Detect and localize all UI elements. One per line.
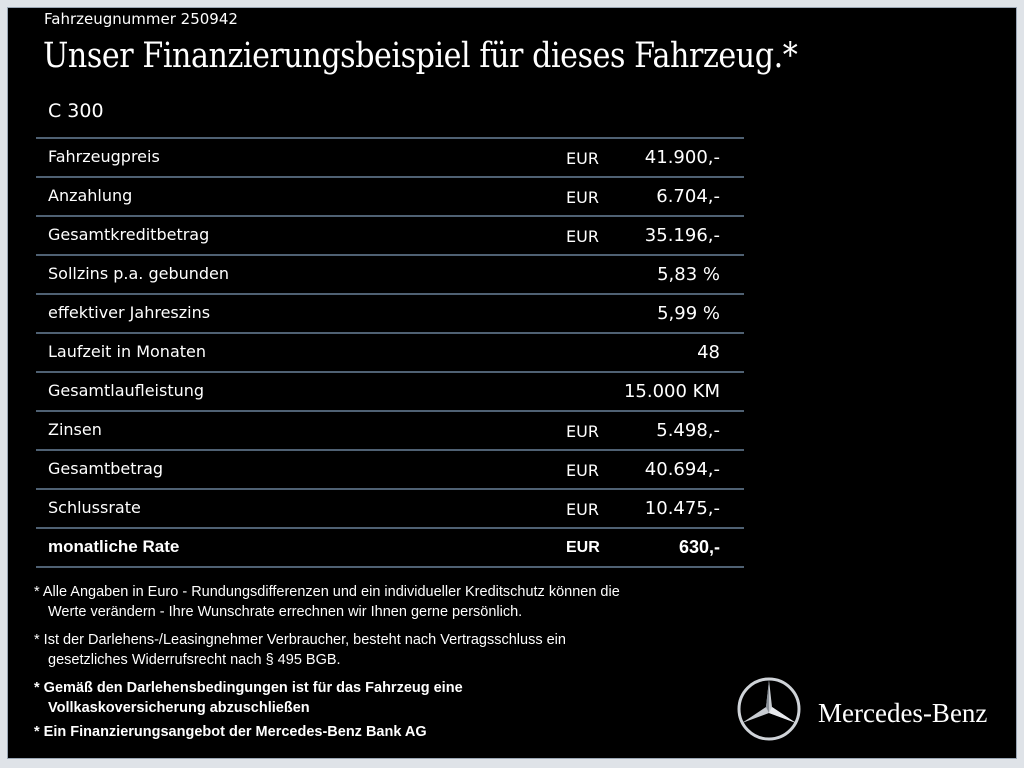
table-row: Sollzins p.a. gebunden 5,83 % — [36, 254, 744, 293]
table-row: Anzahlung EUR 6.704,- — [36, 176, 744, 215]
table-row: Gesamtlaufleistung 15.000 KM — [36, 371, 744, 410]
table-row: Schlussrate EUR 10.475,- — [36, 488, 744, 527]
footnote: * Alle Angaben in Euro - Rundungsdiffere… — [34, 584, 620, 620]
row-label: Gesamtlaufleistung — [48, 381, 205, 400]
footnote: * Ein Finanzierungsangebot der Mercedes-… — [34, 724, 427, 740]
table-row: Zinsen EUR 5.498,- — [36, 410, 744, 449]
row-currency: EUR — [566, 539, 600, 556]
row-value: 630,- — [678, 537, 720, 557]
row-currency: EUR — [566, 227, 599, 246]
row-currency: EUR — [566, 149, 599, 168]
row-value: 40.694,- — [644, 459, 720, 480]
row-label: Laufzeit in Monaten — [48, 342, 207, 361]
row-label: Gesamtkreditbetrag — [48, 225, 210, 244]
table-row: Gesamtbetrag EUR 40.694,- — [36, 449, 744, 488]
row-value: 5,83 % — [657, 264, 720, 285]
table-row: monatliche Rate EUR 630,- — [36, 527, 744, 568]
row-label: Fahrzeugpreis — [48, 147, 160, 166]
table-row: effektiver Jahreszins 5,99 % — [36, 293, 744, 332]
row-value: 41.900,- — [644, 147, 720, 168]
row-currency: EUR — [566, 188, 599, 207]
table-row: Fahrzeugpreis EUR 41.900,- — [36, 137, 744, 176]
brand-name: Mercedes-Benz — [818, 698, 988, 728]
financing-table: Fahrzeugpreis EUR 41.900,- Anzahlung EUR 6.70… — [36, 137, 744, 568]
page-title: Unser Finanzierungsbeispiel für dieses F… — [43, 36, 798, 76]
row-value: 5.498,- — [656, 420, 720, 441]
row-label: Sollzins p.a. gebunden — [48, 264, 230, 283]
row-value: 48 — [697, 342, 720, 363]
footnote: * Ist der Darlehens-/Leasingnehmer Verbr… — [34, 632, 566, 668]
footnotes: * Alle Angaben in Euro - Rundungsdiffere… — [34, 582, 744, 746]
footnote: * Gemäß den Darlehensbedingungen ist für… — [34, 680, 463, 716]
row-label: monatliche Rate — [48, 537, 180, 556]
vehicle-number: Fahrzeugnummer 250942 — [44, 10, 238, 28]
financing-panel — [8, 8, 1016, 758]
row-label: Gesamtbetrag — [48, 459, 164, 478]
row-currency: EUR — [566, 500, 599, 519]
row-label: effektiver Jahreszins — [48, 303, 211, 322]
row-currency: EUR — [566, 422, 599, 441]
row-label: Anzahlung — [48, 186, 133, 205]
row-value: 10.475,- — [644, 498, 720, 519]
mercedes-star-icon — [737, 677, 801, 741]
table-row: Laufzeit in Monaten 48 — [36, 332, 744, 371]
row-currency: EUR — [566, 461, 599, 480]
row-value: 15.000 KM — [623, 381, 720, 402]
row-label: Zinsen — [48, 420, 102, 439]
table-row: Gesamtkreditbetrag EUR 35.196,- — [36, 215, 744, 254]
row-value: 5,99 % — [657, 303, 720, 324]
row-value: 35.196,- — [644, 225, 720, 246]
row-label: Schlussrate — [48, 498, 141, 517]
model-name: C 300 — [48, 100, 104, 122]
row-value: 6.704,- — [656, 186, 720, 207]
